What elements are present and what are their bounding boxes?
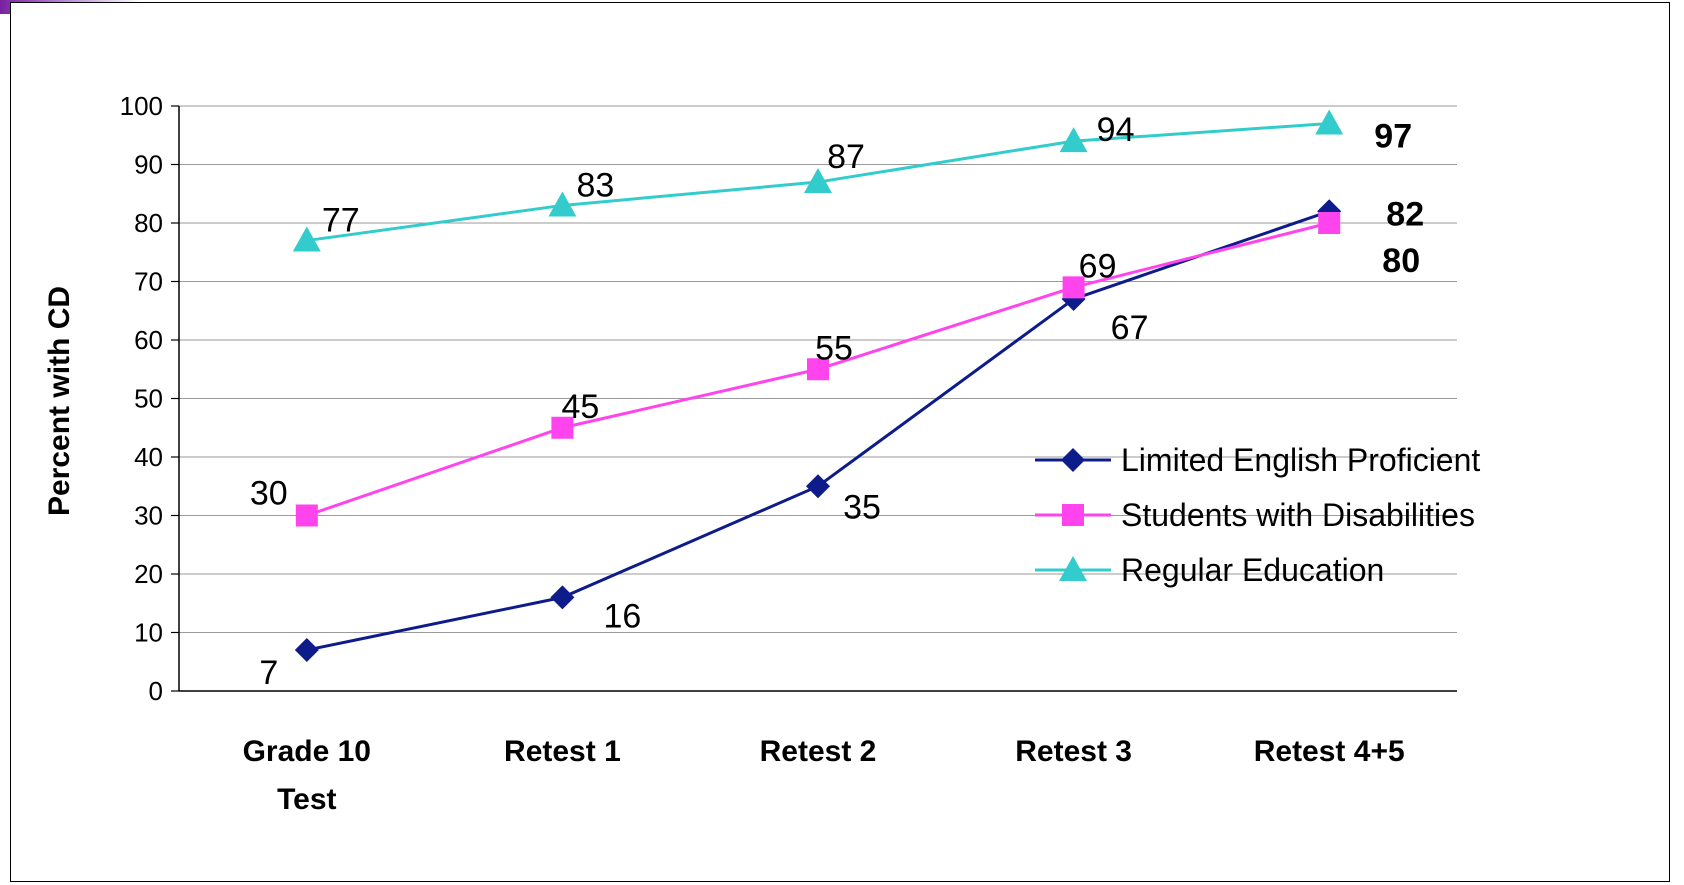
y-tick-label: 10 bbox=[134, 618, 163, 648]
data-label: 82 bbox=[1386, 195, 1424, 233]
data-label: 83 bbox=[576, 166, 614, 204]
x-category-label: Retest 1 bbox=[504, 735, 621, 768]
y-tick-label: 70 bbox=[134, 267, 163, 297]
y-tick-label: 100 bbox=[120, 91, 163, 121]
data-label: 67 bbox=[1111, 309, 1149, 347]
legend-marker bbox=[1061, 448, 1085, 472]
data-label: 87 bbox=[827, 138, 865, 176]
data-point bbox=[807, 358, 829, 381]
data-label: 16 bbox=[603, 597, 641, 635]
legend-label: Students with Disabilities bbox=[1121, 497, 1475, 533]
data-point bbox=[295, 504, 318, 527]
y-tick-label: 0 bbox=[149, 676, 163, 706]
y-tick-label: 80 bbox=[134, 208, 163, 238]
y-tick-label: 20 bbox=[134, 559, 163, 589]
data-label: 7 bbox=[259, 654, 278, 692]
y-tick-label: 90 bbox=[134, 150, 163, 180]
data-label: 55 bbox=[815, 329, 853, 367]
data-point bbox=[1315, 109, 1344, 135]
y-axis-label: Percent with CD bbox=[43, 286, 76, 516]
data-point bbox=[1318, 212, 1341, 234]
y-axis-ticks: 0 10 20 30 40 50 60 70 80 90 100 bbox=[120, 91, 179, 706]
data-labels: 7 16 35 67 82 30 45 55 69 80 77 83 87 94 97 bbox=[250, 111, 1424, 692]
data-label: 69 bbox=[1079, 247, 1117, 285]
legend-label: Regular Education bbox=[1121, 552, 1384, 588]
axes bbox=[178, 106, 1457, 692]
y-tick-label: 50 bbox=[134, 384, 163, 414]
data-point bbox=[550, 585, 575, 610]
data-point bbox=[551, 416, 574, 439]
data-label: 97 bbox=[1374, 118, 1412, 156]
data-point bbox=[806, 474, 830, 499]
chart-frame: 0 10 20 30 40 50 60 70 80 90 100 Grade 10 Test Retes… bbox=[10, 2, 1670, 882]
legend: Limited English Proficient Students with … bbox=[1035, 442, 1480, 588]
data-label: 45 bbox=[561, 388, 599, 426]
x-category-label: Retest 2 bbox=[760, 735, 877, 768]
y-tick-label: 30 bbox=[134, 501, 163, 531]
y-tick-label: 40 bbox=[134, 442, 163, 472]
data-label: 35 bbox=[843, 488, 881, 526]
series-group bbox=[292, 109, 1344, 663]
data-label: 30 bbox=[250, 475, 288, 513]
legend-marker bbox=[1059, 556, 1087, 581]
data-label: 94 bbox=[1097, 111, 1135, 149]
x-category-label: Retest 3 bbox=[1015, 735, 1132, 768]
data-label: 80 bbox=[1382, 242, 1420, 280]
x-category-label: Test bbox=[277, 783, 336, 816]
y-tick-label: 60 bbox=[134, 325, 163, 355]
data-point bbox=[1062, 276, 1085, 299]
data-point bbox=[804, 168, 832, 194]
x-category-label: Retest 4+5 bbox=[1254, 735, 1405, 768]
data-point bbox=[294, 638, 319, 663]
legend-marker bbox=[1062, 504, 1084, 526]
x-axis-categories: Grade 10 Test Retest 1 Retest 2 Retest 3 Rete… bbox=[243, 735, 1405, 816]
series-students-with-disabilities bbox=[295, 212, 1341, 527]
legend-item: Regular Education bbox=[1035, 552, 1384, 588]
legend-item: Students with Disabilities bbox=[1035, 497, 1475, 533]
series-limited-english-proficient bbox=[294, 199, 1342, 663]
x-category-label: Grade 10 bbox=[243, 735, 371, 768]
line-chart: 0 10 20 30 40 50 60 70 80 90 100 Grade 10 Test Retes… bbox=[43, 91, 1480, 816]
data-point bbox=[292, 226, 321, 252]
data-label: 77 bbox=[322, 202, 360, 240]
legend-item: Limited English Proficient bbox=[1035, 442, 1480, 478]
legend-label: Limited English Proficient bbox=[1121, 442, 1480, 478]
data-point bbox=[1059, 127, 1088, 153]
series-regular-education bbox=[292, 109, 1344, 252]
data-point bbox=[548, 191, 577, 217]
gridlines bbox=[179, 105, 1457, 633]
